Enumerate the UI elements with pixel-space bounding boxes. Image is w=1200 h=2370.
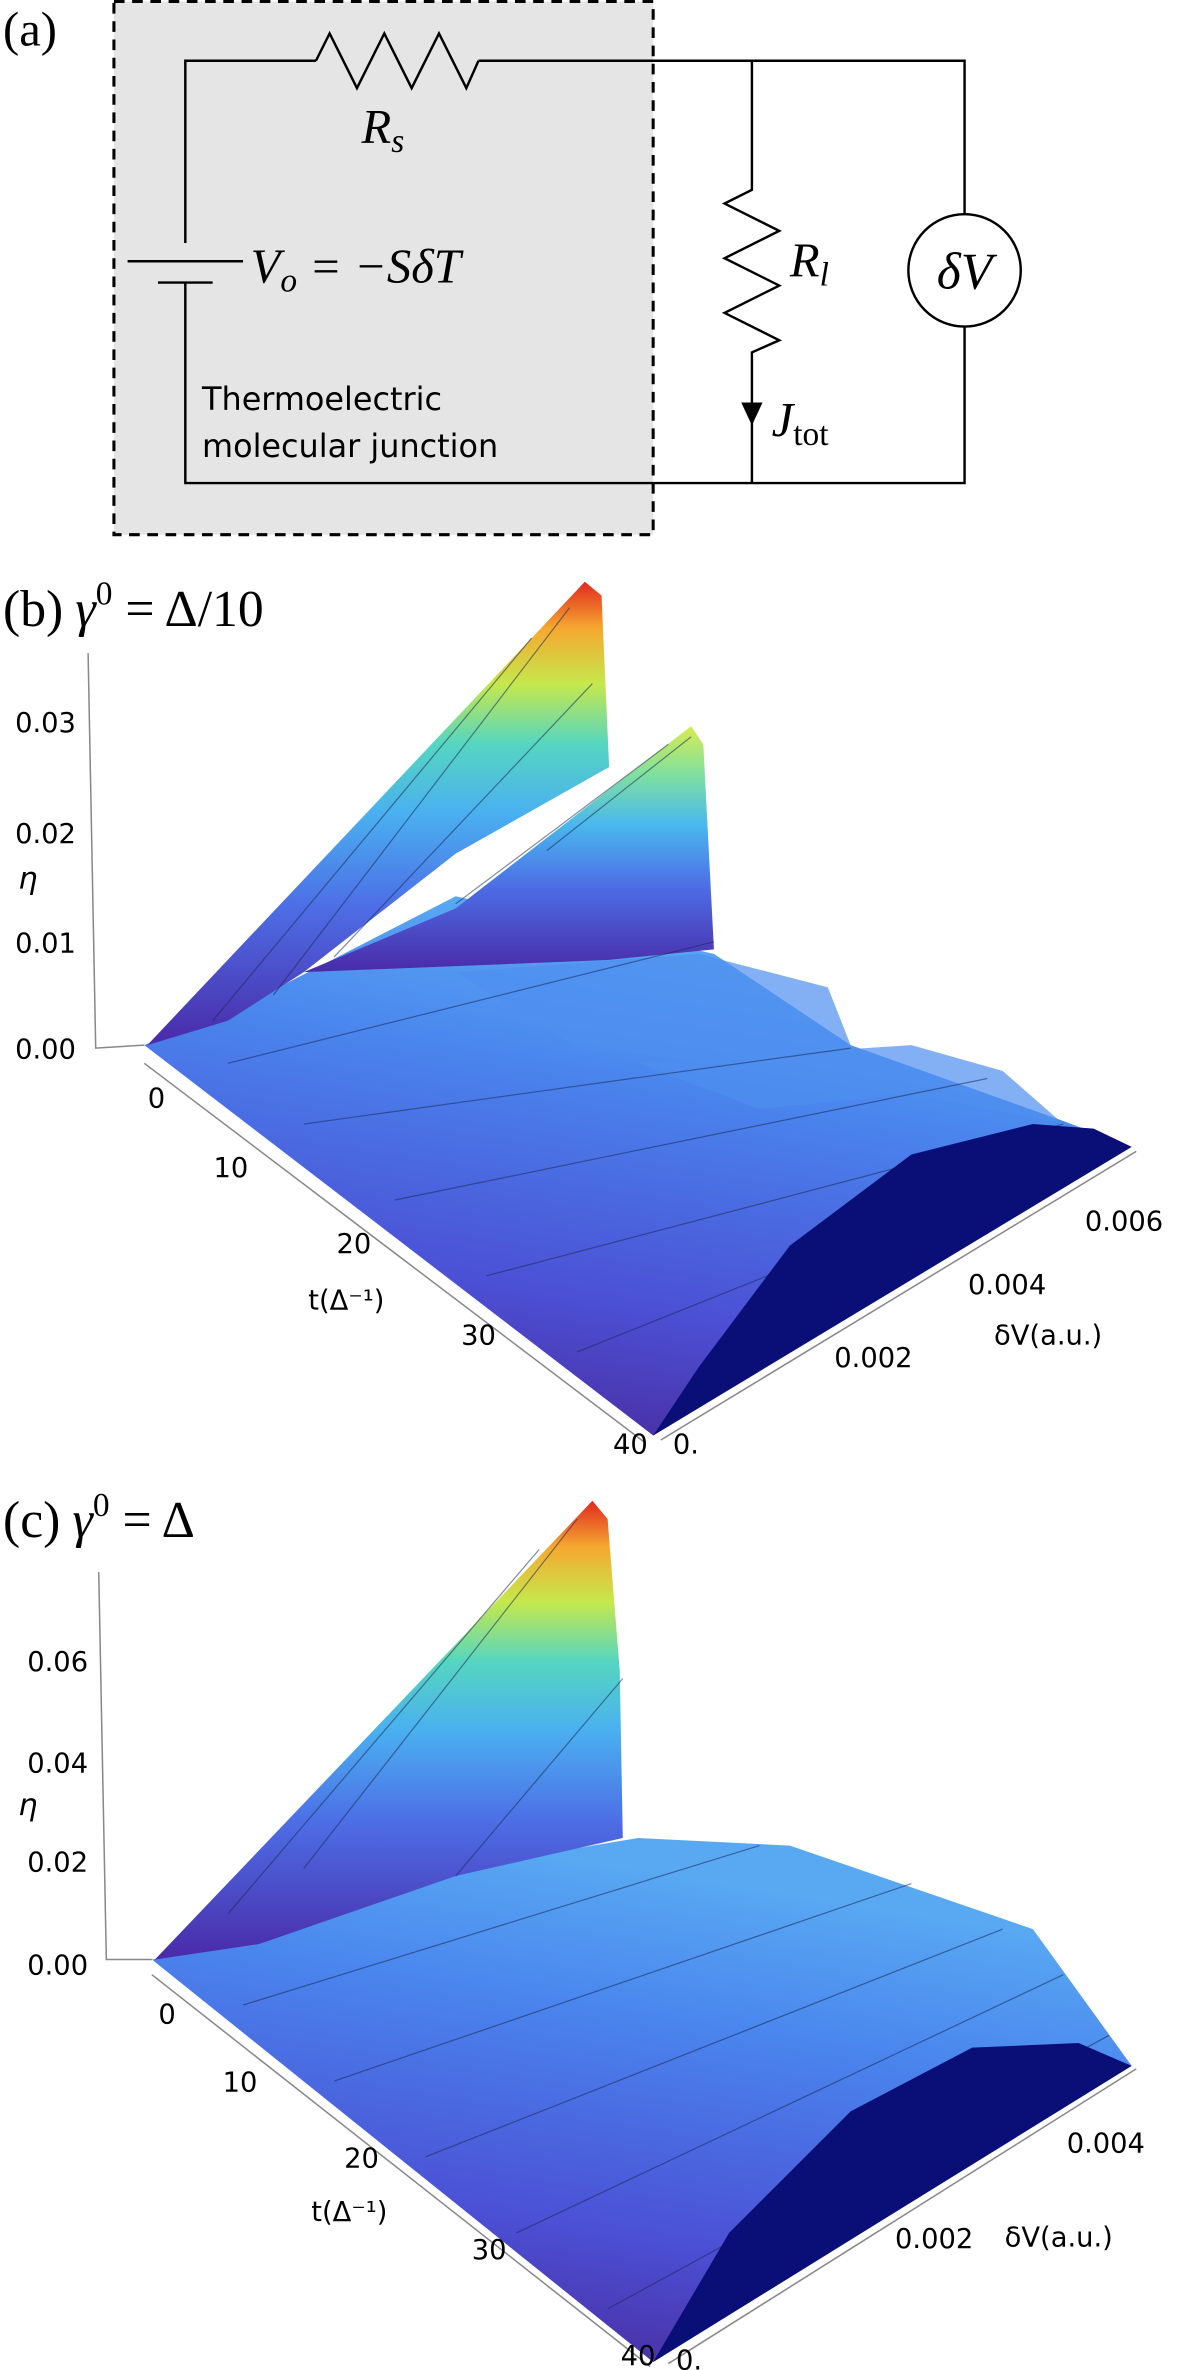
wire: [184, 282, 966, 485]
v-tick-label: 0.004: [968, 1270, 1046, 1301]
v-axis: [667, 2068, 1137, 2365]
panel-b: (b) γ0 = Δ/10 η 0.03 0.02 0.01 0.00 0 10 …: [3, 576, 1163, 1461]
v-tick-label: 0.004: [1067, 2128, 1145, 2159]
v-axis: [660, 1150, 1137, 1441]
t-tick-label: 0: [148, 1083, 165, 1114]
z-tick-label: 0.01: [15, 928, 76, 959]
equation: = Δ/10: [112, 581, 263, 638]
surface: [637, 1045, 1064, 1125]
z-axis-label: η: [18, 862, 37, 897]
surface: [154, 1500, 623, 1960]
v-tick-label: 0.002: [834, 1343, 912, 1374]
rl-label: Rl: [789, 233, 829, 293]
z-axis: [87, 653, 145, 1049]
z-tick-label: 0.03: [15, 708, 76, 739]
t-axis-label: t(Δ⁻¹): [308, 1285, 384, 1316]
t-tick-label: 0: [158, 1999, 175, 2030]
surface: [144, 896, 1132, 1436]
symbol: γ: [75, 581, 97, 638]
junction-box: [112, 0, 655, 537]
resistor-rs: [314, 30, 480, 91]
t-axis-label: t(Δ⁻¹): [311, 2197, 387, 2228]
voltmeter: [907, 212, 1022, 328]
t-tick-label: 40: [621, 2341, 656, 2370]
surface-cap: [653, 1124, 1132, 1436]
t-tick-label: 10: [213, 1153, 248, 1184]
voltmeter-label: δV: [937, 244, 998, 301]
z-tick-label: 0.06: [27, 1647, 88, 1678]
superscript: 0: [93, 1487, 110, 1524]
surface-cap: [653, 2043, 1132, 2363]
surface: [147, 581, 610, 1046]
t-tick-label: 30: [472, 2235, 507, 2266]
panel-a: (a) Rs Vo = −SδT Rl Jtot δV Thermoelectr…: [3, 0, 1022, 537]
rs-label: Rs: [361, 100, 405, 160]
panel-label: (a): [3, 3, 57, 57]
symbol: J: [772, 393, 796, 447]
j-label: Jtot: [772, 393, 830, 453]
wire: [478, 59, 966, 215]
t-tick-label: 30: [461, 1320, 496, 1351]
symbol: γ: [72, 1492, 94, 1549]
t-axis: [143, 1062, 647, 1444]
v-tick-label: 0.006: [1085, 1206, 1163, 1237]
subscript: l: [820, 257, 829, 294]
v-tick-label: 0.: [676, 2346, 702, 2370]
subscript: s: [391, 123, 404, 160]
t-tick-label: 20: [337, 1229, 372, 1260]
equation: = −SδT: [297, 240, 464, 294]
t-axis: [151, 1974, 651, 2368]
figure-content: (a) Rs Vo = −SδT Rl Jtot δV Thermoelectr…: [3, 0, 1163, 2370]
surface: [151, 1837, 1132, 2363]
box-label: Thermoelectric: [201, 380, 442, 418]
t-tick-label: 10: [223, 2068, 258, 2099]
v-tick-label: 0.002: [895, 2224, 973, 2255]
v-axis-label: δV(a.u.): [994, 1320, 1102, 1351]
superscript: 0: [96, 576, 113, 613]
z-tick-label: 0.02: [15, 819, 76, 850]
t-tick-label: 20: [344, 2144, 379, 2175]
v-tick-label: 0.: [673, 1430, 699, 1461]
z-axis: [97, 1572, 152, 1961]
wire: [184, 59, 316, 244]
v-axis-label: δV(a.u.): [1005, 2223, 1113, 2254]
panel-title: (b) γ0 = Δ/10: [3, 576, 264, 638]
z-tick-label: 0.00: [15, 1035, 76, 1066]
box-label: molecular junction: [202, 427, 498, 465]
surface: [303, 726, 714, 973]
symbol: V: [251, 240, 286, 294]
z-tick-label: 0.04: [27, 1749, 88, 1780]
resistor-rl: [721, 60, 783, 484]
subscript: o: [280, 263, 297, 300]
panel-label: (c): [3, 1492, 60, 1549]
current-arrow: [741, 402, 763, 426]
symbol: R: [789, 233, 820, 287]
symbol: R: [361, 100, 392, 154]
z-axis-label: η: [18, 1788, 37, 1823]
equation: = Δ: [110, 1492, 195, 1549]
z-tick-label: 0.02: [27, 1847, 88, 1878]
subscript: tot: [793, 416, 829, 453]
t-tick-label: 40: [613, 1430, 648, 1461]
panel-c: (c) γ0 = Δ η 0.06 0.04 0.02 0.00 0 10 20 …: [3, 1487, 1145, 2370]
vo-label: Vo = −SδT: [251, 240, 464, 300]
panel-label: (b): [3, 581, 63, 638]
panel-title: (c) γ0 = Δ: [3, 1487, 195, 1549]
z-tick-label: 0.00: [27, 1951, 88, 1982]
